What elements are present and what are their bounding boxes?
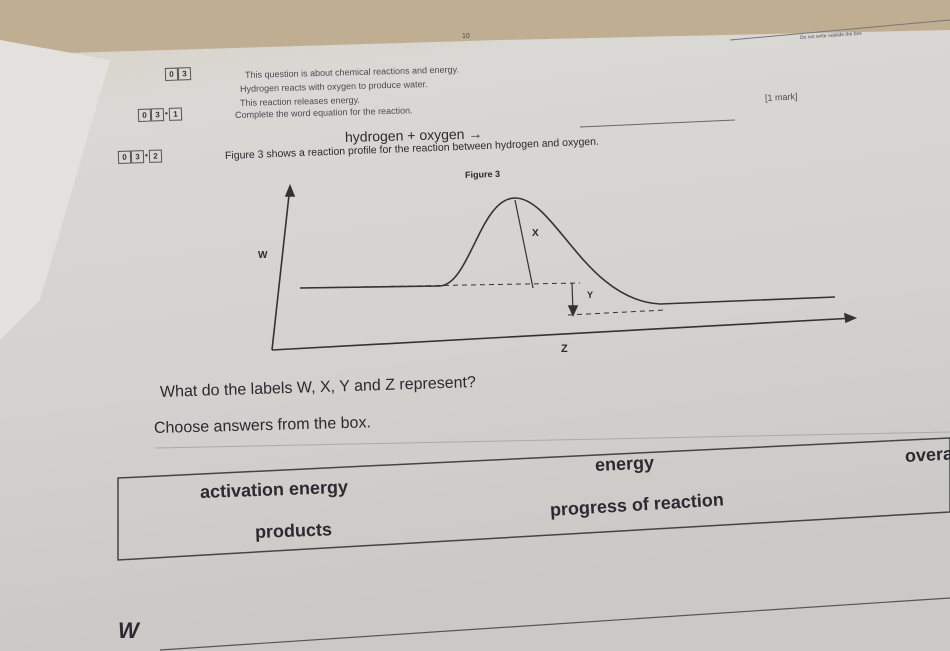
margin-line	[729, 19, 950, 41]
profile-curve	[299, 197, 836, 305]
number-digit: 0	[117, 150, 132, 164]
answer-label: W	[118, 618, 139, 643]
answer-line	[159, 597, 950, 651]
arrow-head	[567, 305, 579, 317]
rule	[154, 431, 950, 449]
reaction-profile	[271, 183, 858, 351]
number-digit: 2	[148, 149, 163, 163]
dashed-line	[567, 309, 666, 316]
figure-label: W	[258, 250, 268, 261]
question-number: 0 3 • 2	[117, 149, 163, 164]
answer-line	[579, 119, 736, 128]
x-axis	[271, 317, 856, 351]
number-digit: 3	[177, 67, 192, 81]
arrow-head	[284, 183, 296, 197]
figure-label: Z	[561, 343, 568, 355]
table-surface	[0, 0, 950, 55]
other-page	[0, 40, 110, 340]
option: energy	[594, 452, 655, 475]
number-digit: 0	[164, 67, 179, 81]
figure-label: X	[532, 228, 539, 239]
option: overa	[904, 443, 950, 466]
figure-title: Figure 3	[464, 168, 501, 180]
y-axis	[271, 185, 291, 351]
option: products	[254, 519, 333, 542]
marks: [1 mark]	[764, 91, 798, 103]
number-digit: 1	[168, 107, 183, 121]
figure-label: Y	[587, 290, 594, 300]
arrow-head	[844, 312, 858, 324]
dashed-line	[299, 282, 581, 289]
question-number: 0 3 • 1	[137, 107, 183, 122]
number-digit: 3	[130, 150, 145, 164]
answer-box	[117, 437, 950, 561]
page-number: 10	[462, 33, 470, 40]
number-digit: 3	[150, 108, 165, 122]
number-digit: 0	[137, 108, 152, 122]
marker-line	[514, 199, 534, 289]
